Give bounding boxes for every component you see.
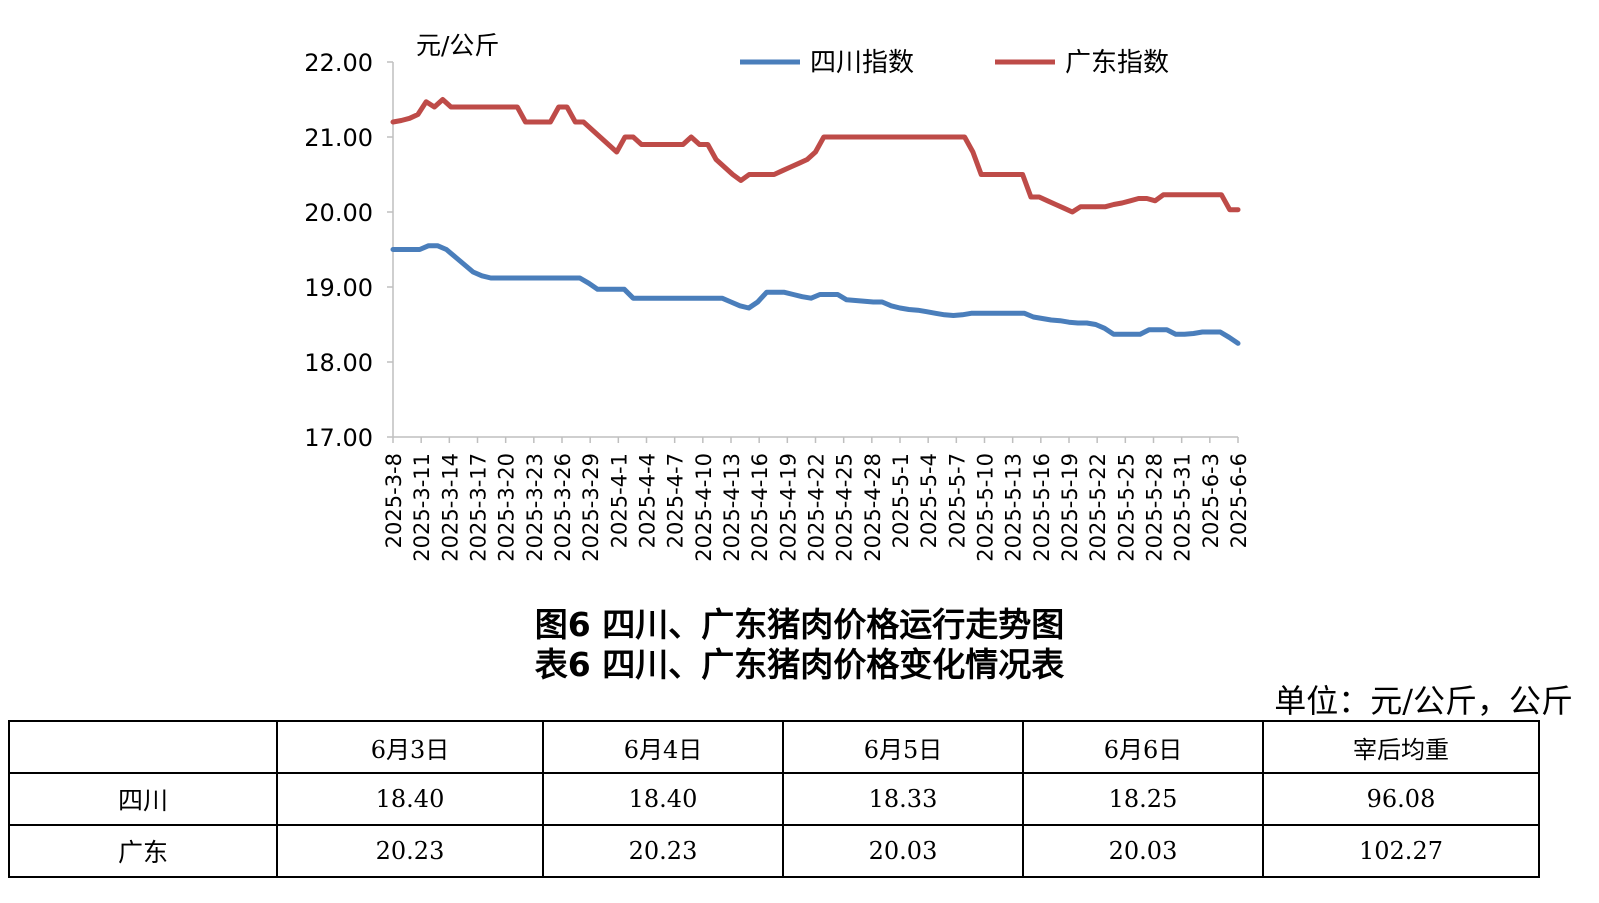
x-tick-label: 2025-4-16 — [748, 453, 772, 562]
x-tick-label: 2025-3-11 — [410, 453, 434, 562]
table-header-cell: 6月3日 — [276, 720, 544, 774]
table-header-cell: 6月4日 — [542, 720, 784, 774]
series-line-0 — [390, 243, 1241, 346]
x-tick-label: 2025-4-28 — [861, 453, 885, 562]
x-tick-label: 2025-5-22 — [1086, 453, 1110, 562]
axes — [387, 61, 1239, 443]
x-tick-label: 2025-3-20 — [495, 453, 519, 562]
legend-label-0: 四川指数 — [810, 48, 914, 78]
x-tick-label: 2025-4-25 — [833, 453, 857, 562]
y-axis-unit: 元/公斤 — [416, 31, 499, 60]
x-tick-label: 2025-3-17 — [467, 453, 491, 562]
table-cell: 18.40 — [276, 772, 544, 826]
table-header-cell: 6月5日 — [782, 720, 1024, 774]
table-cell: 20.23 — [276, 824, 544, 878]
table-header-cell: 6月6日 — [1022, 720, 1264, 774]
x-tick-label: 2025-5-25 — [1114, 453, 1138, 562]
y-tick-label: 22.00 — [304, 49, 373, 77]
x-tick-label: 2025-5-10 — [974, 453, 998, 562]
table-header-row: 6月3日 6月4日 6月5日 6月6日 宰后均重 — [8, 720, 1540, 774]
x-tick-label: 2025-4-7 — [664, 453, 688, 548]
unit-label: 单位：元/公斤，公斤 — [1274, 682, 1573, 720]
x-tick-label: 2025-5-31 — [1171, 453, 1195, 562]
x-tick-label: 2025-5-16 — [1030, 453, 1054, 562]
series-lines — [390, 97, 1241, 346]
x-tick-label: 2025-4-1 — [607, 453, 631, 548]
table-cell: 18.25 — [1022, 772, 1264, 826]
x-tick-label: 2025-3-26 — [551, 453, 575, 562]
x-tick-label: 2025-6-3 — [1199, 453, 1223, 548]
y-tick-label: 19.00 — [304, 274, 373, 302]
y-tick-label: 17.00 — [304, 424, 373, 452]
table-cell: 96.08 — [1262, 772, 1540, 826]
table-cell: 18.40 — [542, 772, 784, 826]
x-tick-label: 2025-3-29 — [579, 453, 603, 562]
line-chart: 17.00 18.00 19.00 20.00 21.00 22.00 元/公斤 2025-3… — [304, 31, 1251, 562]
x-tick-label: 2025-4-10 — [692, 453, 716, 562]
table-cell: 20.23 — [542, 824, 784, 878]
table-cell: 20.03 — [1022, 824, 1264, 878]
x-tick-label: 2025-4-22 — [805, 453, 829, 562]
y-tick-label: 18.00 — [304, 349, 373, 377]
axis-labels: 17.00 18.00 19.00 20.00 21.00 22.00 元/公斤 2025-3… — [304, 31, 1251, 562]
table-cell: 102.27 — [1262, 824, 1540, 878]
table-header-cell: 宰后均重 — [1262, 720, 1540, 774]
table-cell: 18.33 — [782, 772, 1024, 826]
x-tick-label: 2025-5-7 — [945, 453, 969, 548]
table-cell: 20.03 — [782, 824, 1024, 878]
price-table: 6月3日 6月4日 6月5日 6月6日 宰后均重 四川 18.40 18.40 … — [8, 720, 1540, 878]
x-tick-label: 2025-6-6 — [1227, 453, 1251, 548]
x-tick-label: 2025-5-19 — [1058, 453, 1082, 562]
figure-caption: 图6 四川、广东猪肉价格运行走势图 — [534, 605, 1065, 644]
y-tick-label: 20.00 — [304, 199, 373, 227]
legend: 四川指数 广东指数 — [740, 48, 1169, 78]
x-tick-label: 2025-5-4 — [917, 453, 941, 548]
x-tick-label: 2025-5-28 — [1143, 453, 1167, 562]
x-tick-label: 2025-4-13 — [720, 453, 744, 562]
y-tick-label: 21.00 — [304, 124, 373, 152]
x-tick-label: 2025-4-19 — [776, 453, 800, 562]
table-row: 四川 18.40 18.40 18.33 18.25 96.08 — [8, 772, 1540, 826]
row-label: 广东 — [8, 824, 278, 878]
legend-label-1: 广东指数 — [1065, 48, 1169, 78]
table-row: 广东 20.23 20.23 20.03 20.03 102.27 — [8, 824, 1540, 878]
x-tick-label: 2025-3-8 — [382, 453, 406, 548]
series-line-1 — [390, 97, 1241, 215]
x-tick-label: 2025-4-4 — [636, 453, 660, 548]
x-tick-label: 2025-3-23 — [523, 453, 547, 562]
table-caption: 表6 四川、广东猪肉价格变化情况表 — [534, 645, 1065, 684]
row-label: 四川 — [8, 772, 278, 826]
x-tick-label: 2025-5-1 — [889, 453, 913, 548]
table-header-cell — [8, 720, 278, 774]
x-tick-label: 2025-5-13 — [1002, 453, 1026, 562]
x-tick-label: 2025-3-14 — [438, 453, 462, 562]
